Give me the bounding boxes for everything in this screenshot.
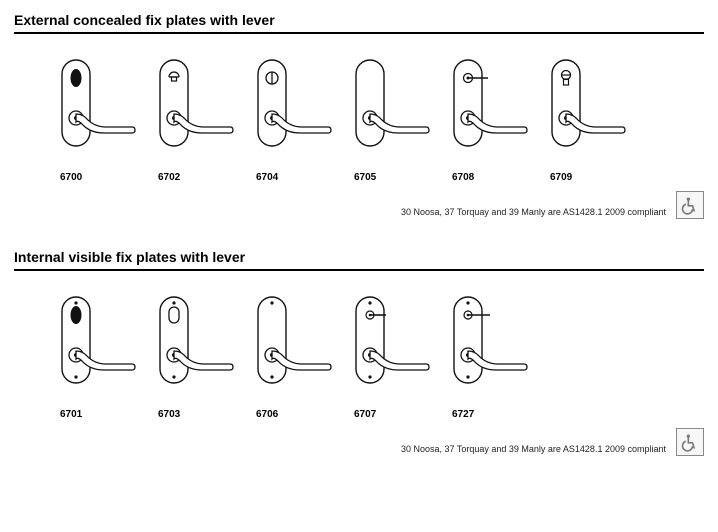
plate-diagram-icon xyxy=(448,293,528,403)
plate-item-6701: 6701 xyxy=(56,293,136,420)
plate-item-6708: 6708 xyxy=(448,56,528,183)
plate-diagram-icon xyxy=(350,293,430,403)
plate-item-6700: 6700 xyxy=(56,56,136,183)
plate-diagram-icon xyxy=(56,293,136,403)
plate-code-label: 6703 xyxy=(154,409,180,420)
section-title: Internal visible fix plates with lever xyxy=(14,249,704,271)
section-1: Internal visible fix plates with lever 6… xyxy=(14,249,704,456)
compliance-note: 30 Noosa, 37 Torquay and 39 Manly are AS… xyxy=(401,444,666,456)
plate-code-label: 6700 xyxy=(56,172,82,183)
plate-code-label: 6705 xyxy=(350,172,376,183)
plate-diagram-icon xyxy=(154,56,234,166)
section-footer: 30 Noosa, 37 Torquay and 39 Manly are AS… xyxy=(14,191,704,219)
plate-code-label: 6702 xyxy=(154,172,180,183)
wheelchair-icon xyxy=(676,428,704,456)
plate-diagram-icon xyxy=(350,56,430,166)
plate-item-6727: 6727 xyxy=(448,293,528,420)
plate-code-label: 6708 xyxy=(448,172,474,183)
plate-item-6702: 6702 xyxy=(154,56,234,183)
plate-diagram-icon xyxy=(56,56,136,166)
plate-code-label: 6706 xyxy=(252,409,278,420)
plate-item-6709: 6709 xyxy=(546,56,626,183)
plate-item-6706: 6706 xyxy=(252,293,332,420)
plate-diagram-icon xyxy=(252,56,332,166)
plate-item-6704: 6704 xyxy=(252,56,332,183)
compliance-note: 30 Noosa, 37 Torquay and 39 Manly are AS… xyxy=(401,207,666,219)
plate-item-6703: 6703 xyxy=(154,293,234,420)
section-0: External concealed fix plates with lever… xyxy=(14,12,704,219)
plate-diagram-icon xyxy=(448,56,528,166)
section-title: External concealed fix plates with lever xyxy=(14,12,704,34)
wheelchair-icon xyxy=(676,191,704,219)
plate-item-6707: 6707 xyxy=(350,293,430,420)
plate-code-label: 6704 xyxy=(252,172,278,183)
section-footer: 30 Noosa, 37 Torquay and 39 Manly are AS… xyxy=(14,428,704,456)
plate-code-label: 6701 xyxy=(56,409,82,420)
plate-code-label: 6709 xyxy=(546,172,572,183)
plate-code-label: 6707 xyxy=(350,409,376,420)
plate-diagram-icon xyxy=(546,56,626,166)
plates-row: 6701 6703 6706 6707 xyxy=(14,293,704,420)
plates-row: 6700 6702 6704 6705 xyxy=(14,56,704,183)
plate-code-label: 6727 xyxy=(448,409,474,420)
plate-diagram-icon xyxy=(252,293,332,403)
plate-diagram-icon xyxy=(154,293,234,403)
plate-item-6705: 6705 xyxy=(350,56,430,183)
